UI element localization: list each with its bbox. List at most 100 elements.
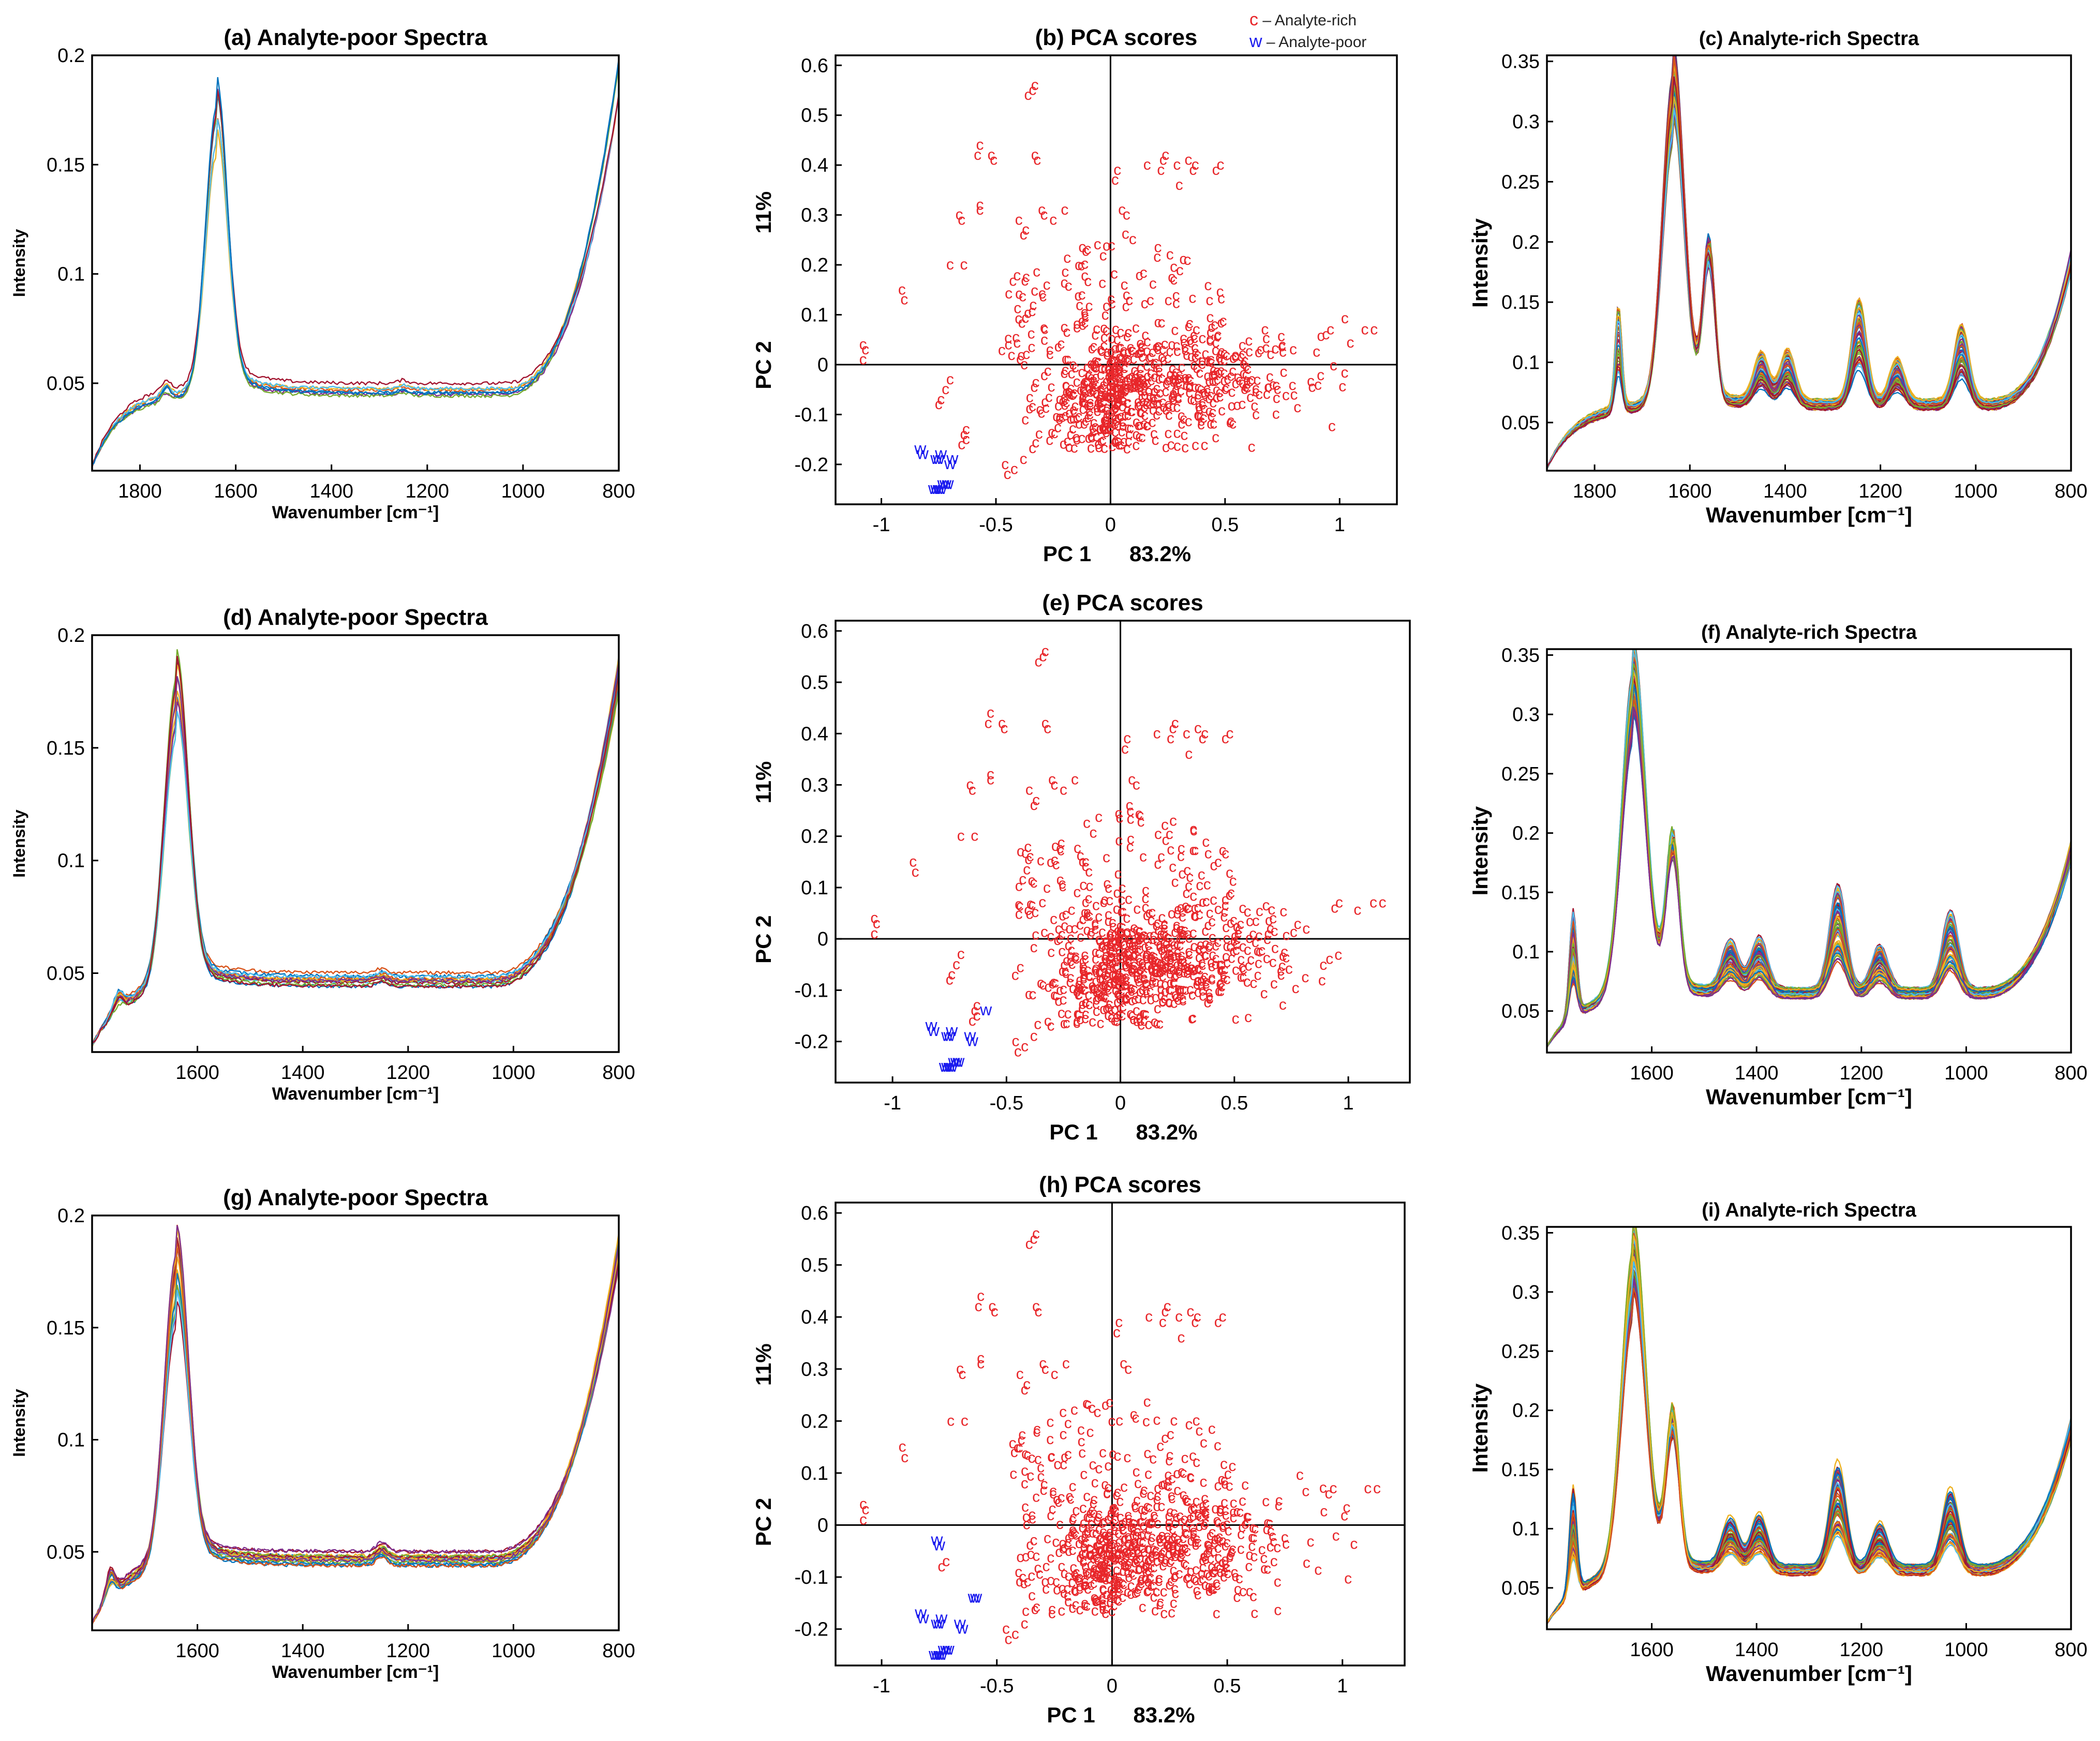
rich-point: c [1112, 374, 1120, 391]
y-tick-label: 0.15 [1501, 1459, 1540, 1481]
rich-point: c [1103, 401, 1110, 418]
rich-point: c [976, 201, 984, 218]
x-tick-label: 800 [2054, 1639, 2087, 1661]
rich-point: c [1060, 435, 1067, 452]
rich-point: c [1113, 331, 1121, 348]
rich-point: c [1121, 276, 1128, 293]
rich-point: c [1271, 340, 1279, 357]
rich-point: c [1116, 354, 1124, 371]
rich-point: c [1061, 396, 1068, 413]
x-tick-label: 1600 [175, 1062, 219, 1084]
rich-point: c [1209, 372, 1216, 389]
rich-point: c [1317, 327, 1324, 344]
rich-point: c [1078, 238, 1086, 256]
rich-point: c [1090, 373, 1097, 391]
rich-point: c [1124, 324, 1132, 341]
rich-point: c [1182, 371, 1190, 388]
x-axis-pct: 83.2% [1129, 542, 1191, 566]
rich-point: c [1090, 338, 1097, 355]
rich-point: c [1151, 368, 1158, 385]
rich-point: c [1038, 201, 1046, 218]
rich-point: c [1040, 206, 1048, 223]
rich-point: c [1081, 304, 1089, 321]
rich-point: c [1128, 403, 1136, 420]
rich-point: c [1158, 369, 1166, 386]
rich-point: c [1040, 319, 1048, 336]
rich-point: c [1173, 377, 1181, 394]
rich-point: c [1220, 372, 1228, 389]
rich-point: c [1214, 326, 1222, 343]
rich-point: c [1135, 372, 1143, 389]
rich-point: c [1217, 156, 1225, 173]
rich-point: c [1005, 285, 1012, 302]
rich-point: c [1168, 336, 1175, 353]
rich-point: c [1020, 226, 1027, 243]
rich-point: c [1127, 341, 1135, 358]
rich-point: c [937, 391, 945, 408]
rich-point: c [1153, 406, 1160, 423]
rich-point: c [1029, 440, 1036, 457]
rich-point: c [1201, 345, 1209, 362]
rich-point: c [1083, 372, 1091, 389]
rich-point: c [1094, 394, 1101, 411]
y-tick-label: 0.35 [1501, 1222, 1540, 1244]
rich-point: c [1092, 376, 1099, 393]
rich-point: c [1239, 337, 1246, 354]
rich-point: c [1190, 329, 1198, 347]
rich-point: c [1164, 396, 1172, 413]
rich-point: c [1135, 344, 1142, 362]
rich-point: c [1195, 398, 1202, 415]
rich-point: c [1015, 310, 1022, 327]
rich-point: c [1171, 322, 1179, 339]
rich-point: c [1217, 351, 1225, 368]
rich-point: c [998, 714, 1006, 731]
rich-point: c [1231, 347, 1239, 364]
rich-point: c [1101, 411, 1109, 428]
rich-point: c [1091, 352, 1099, 369]
rich-point: c [1185, 152, 1193, 169]
rich-point: c [942, 381, 949, 398]
rich-point: c [1069, 410, 1077, 427]
rich-point: c [1092, 385, 1100, 402]
plot-area [1547, 55, 2071, 470]
y-axis-label: Intensity [1468, 1383, 1492, 1473]
rich-point: c [1060, 364, 1068, 381]
rich-point: c [1069, 401, 1077, 418]
rich-point: c [1169, 370, 1176, 387]
rich-point: c [1112, 402, 1120, 419]
rich-point: c [1194, 346, 1201, 363]
rich-point: c [1108, 351, 1116, 368]
rich-point: c [1129, 379, 1137, 396]
rich-point: c [1021, 272, 1029, 289]
rich-point: c [1190, 326, 1198, 343]
rich-point: c [1220, 364, 1228, 381]
rich-point: c [1118, 413, 1126, 430]
rich-point: c [1093, 399, 1100, 416]
y-tick-label: 0.2 [1512, 1400, 1540, 1422]
rich-point: c [1123, 378, 1131, 395]
rich-point: c [1241, 352, 1249, 369]
poor-point: w [934, 479, 947, 498]
rich-point: c [1207, 351, 1215, 368]
rich-point: c [1099, 376, 1107, 393]
rich-point: c [1138, 348, 1146, 365]
rich-point: c [1269, 376, 1277, 393]
rich-point: c [1070, 384, 1078, 401]
rich-point: c [1119, 413, 1127, 430]
rich-point: c [1174, 373, 1182, 391]
rich-point: c [1165, 398, 1173, 415]
rich-point: c [1130, 379, 1138, 396]
rich-point: c [1216, 283, 1224, 301]
rich-point: c [1137, 404, 1145, 421]
rich-point: c [1112, 385, 1120, 402]
rich-point: c [1127, 379, 1135, 396]
rich-point: c [1191, 379, 1199, 396]
rich-point: c [1130, 376, 1138, 393]
rich-point: c [1084, 367, 1092, 384]
rich-point: c [1185, 413, 1193, 430]
rich-point: c [1187, 348, 1195, 365]
rich-point: c [1126, 419, 1134, 437]
rich-point: c [1279, 343, 1287, 361]
rich-point: c [1018, 314, 1025, 331]
